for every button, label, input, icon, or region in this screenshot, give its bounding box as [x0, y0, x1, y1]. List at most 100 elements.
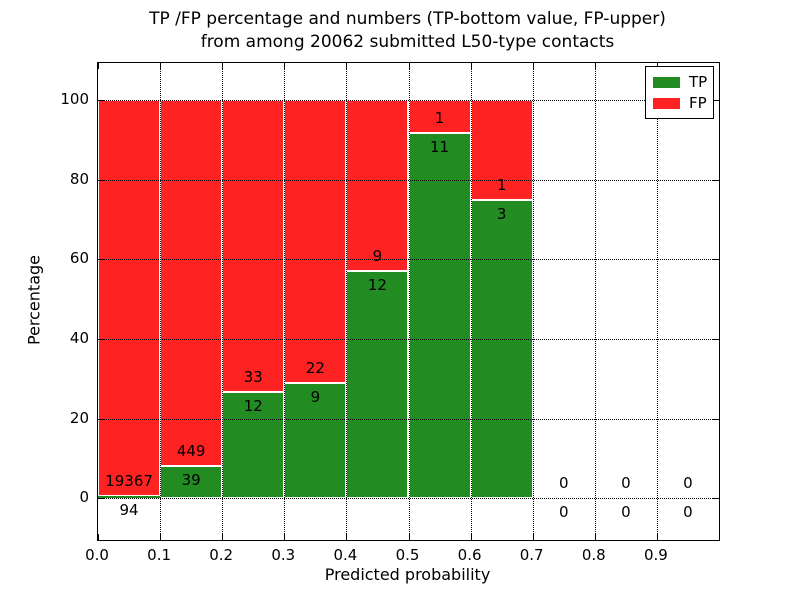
fp-count-label: 33: [243, 368, 263, 386]
tick-mark: [346, 63, 348, 69]
tick-mark: [98, 179, 104, 181]
tick-mark: [160, 63, 162, 69]
tick-mark: [713, 100, 719, 102]
tick-mark: [594, 534, 596, 540]
tick-mark: [98, 63, 99, 69]
gridline-vertical: [656, 63, 658, 540]
tick-mark: [713, 179, 719, 181]
tick-mark: [98, 534, 99, 540]
gridline-vertical: [532, 63, 534, 540]
x-tick-label: 0.6: [457, 546, 482, 564]
x-tick-label: 0.1: [147, 546, 172, 564]
x-tick-label: 0.4: [333, 546, 358, 564]
tick-mark: [284, 63, 286, 69]
tick-mark: [713, 498, 719, 500]
gridline-horizontal: [98, 338, 719, 340]
tick-mark: [713, 259, 719, 261]
y-tick-label: 80: [69, 169, 89, 188]
tick-mark: [98, 259, 104, 261]
tick-mark: [532, 534, 534, 540]
y-tick-label: 0: [79, 488, 89, 507]
x-axis-label: Predicted probability: [324, 565, 491, 584]
tick-mark: [408, 534, 410, 540]
legend-label: FP: [689, 94, 707, 112]
x-tick-label: 0.9: [643, 546, 668, 564]
fp-count-label: 22: [305, 358, 325, 377]
gridline-vertical: [284, 63, 286, 540]
tick-mark: [98, 498, 104, 500]
tp-count-label: 94: [119, 501, 139, 520]
legend: TP FP: [645, 66, 714, 119]
tick-mark: [713, 418, 719, 420]
gridline-vertical: [408, 63, 410, 540]
legend-item: TP: [653, 72, 708, 93]
chart-title-line1: TP /FP percentage and numbers (TP-bottom…: [149, 9, 666, 29]
tp-count-label: 12: [243, 397, 263, 415]
gridline-horizontal: [98, 418, 719, 420]
tick-mark: [470, 63, 472, 69]
tick-mark: [222, 63, 224, 69]
gridline-horizontal: [98, 179, 719, 181]
fp-count-label: 1: [496, 175, 507, 194]
gridline-horizontal: [98, 498, 719, 500]
bar-segment-fp: [98, 100, 161, 497]
bar-segment-tp: [284, 382, 347, 499]
tp-count-label: 39: [181, 471, 201, 490]
x-tick-label: 0.5: [395, 546, 420, 564]
fp-count-label: 0: [683, 474, 693, 493]
tick-mark: [656, 534, 658, 540]
x-tick-label: 0.3: [271, 546, 296, 564]
legend-label: TP: [689, 73, 708, 91]
tp-count-label: 11: [430, 138, 450, 157]
y-tick-label: 60: [69, 249, 89, 268]
fp-count-label: 19367: [105, 472, 153, 491]
tp-count-label: 3: [496, 204, 507, 223]
legend-swatch-tp: [653, 77, 680, 88]
tick-mark: [160, 534, 162, 540]
gridline-vertical: [346, 63, 348, 540]
tick-mark: [284, 534, 286, 540]
tp-count-label: 9: [310, 387, 321, 406]
tick-mark: [98, 100, 104, 102]
y-tick-label: 20: [69, 408, 89, 427]
tick-mark: [408, 63, 410, 69]
tick-mark: [98, 338, 104, 340]
gridline-vertical: [160, 63, 162, 540]
fp-count-label: 449: [176, 442, 206, 461]
x-tick-label: 0.8: [581, 546, 606, 564]
fp-count-label: 0: [558, 474, 569, 493]
chart-title: TP /FP percentage and numbers (TP-bottom…: [97, 8, 718, 55]
gridline-vertical: [594, 63, 596, 540]
tick-mark: [222, 534, 224, 540]
bar-segment-tp: [222, 392, 285, 499]
fp-count-label: 1: [434, 109, 445, 128]
tick-mark: [346, 534, 348, 540]
bar-segment-tp: [470, 199, 533, 499]
tp-count-label: 0: [621, 503, 631, 522]
chart-title-line2: from among 20062 submitted L50-type cont…: [200, 32, 615, 53]
tick-mark: [713, 338, 719, 340]
gridline-vertical: [470, 63, 472, 540]
tp-count-label: 0: [683, 503, 693, 522]
y-tick-label: 40: [69, 328, 89, 347]
gridline-horizontal: [98, 100, 719, 102]
legend-swatch-fp: [653, 98, 680, 109]
legend-item: FP: [653, 93, 707, 114]
bar-segment-fp: [346, 100, 409, 271]
gridline-horizontal: [98, 259, 719, 261]
y-tick-label: 100: [60, 90, 89, 109]
x-tick-label: 0.7: [519, 546, 544, 564]
tick-mark: [470, 534, 472, 540]
bar-segment-tp: [346, 270, 409, 499]
bar-segment-tp: [160, 466, 223, 499]
x-tick-label: 0.2: [209, 546, 234, 564]
bar-segment-fp: [284, 100, 347, 383]
fp-count-label: 0: [621, 474, 631, 493]
plot-area: 19367 94 449 39 33 12 22 9 9 12 1 11 1 3 0 0 0 0 0 0: [97, 62, 720, 541]
bar-segment-tp: [408, 133, 471, 499]
tp-count-label: 12: [367, 275, 387, 294]
bar-segment-tp: [98, 496, 161, 499]
tick-mark: [532, 63, 534, 69]
fp-count-label: 9: [372, 246, 383, 265]
tp-count-label: 0: [558, 503, 569, 522]
